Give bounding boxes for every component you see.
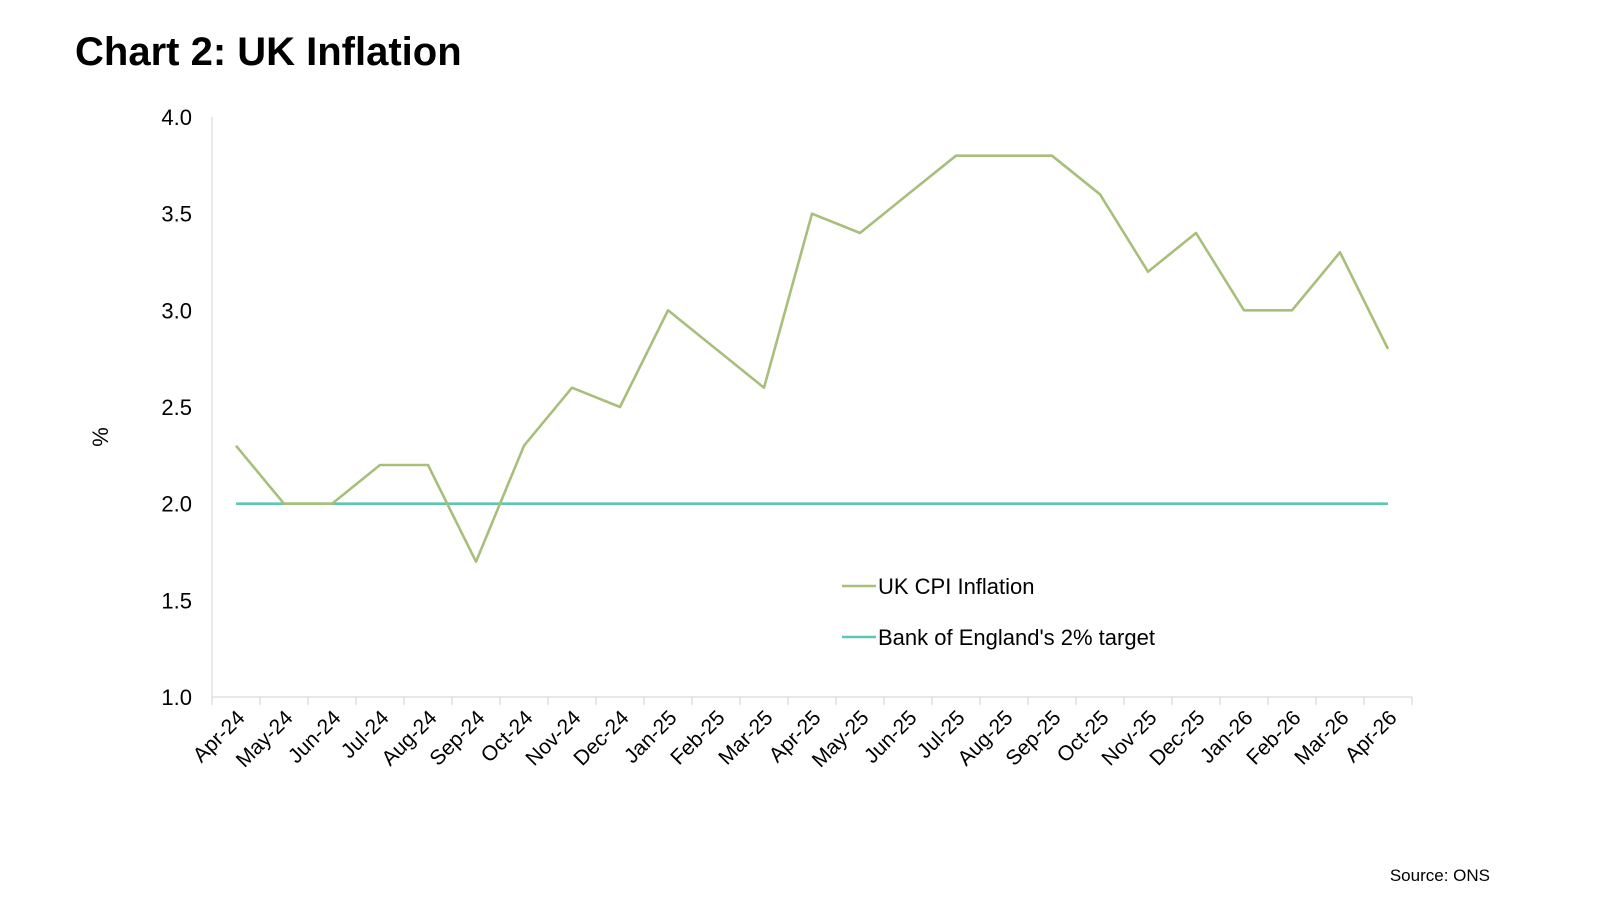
- legend-label-target: Bank of England's 2% target: [878, 625, 1155, 650]
- y-axis-label: %: [88, 427, 113, 447]
- legend-label-cpi: UK CPI Inflation: [878, 574, 1035, 599]
- y-axis-ticks: 1.0 1.5 2.0 2.5 3.0 3.5 4.0: [161, 105, 192, 710]
- chart-axes: [211, 117, 1412, 698]
- y-tick-label: 1.0: [161, 685, 192, 710]
- x-tick-label: Sep-25: [1001, 706, 1065, 770]
- x-tick-label: Mar-26: [1290, 706, 1353, 769]
- source-note: Source: ONS: [1389, 866, 1490, 885]
- y-tick-label: 3.0: [161, 298, 192, 323]
- chart-legend: UK CPI Inflation Bank of England's 2% tar…: [842, 574, 1155, 650]
- x-tick-label: Sep-24: [425, 706, 489, 770]
- y-tick-label: 2.5: [161, 395, 192, 420]
- x-tick-label: Jun-24: [284, 706, 346, 768]
- x-tick-label: Apr-26: [1341, 706, 1402, 767]
- y-tick-label: 4.0: [161, 105, 192, 130]
- y-tick-label: 2.0: [161, 492, 192, 517]
- y-tick-label: 1.5: [161, 588, 192, 613]
- x-tick-label: Jun-25: [860, 706, 922, 768]
- x-tick-label: Mar-25: [714, 706, 777, 769]
- x-tick-label: Dec-25: [1145, 706, 1209, 770]
- x-tick-label: Dec-24: [569, 706, 633, 770]
- series-lines: [234, 154, 1390, 564]
- chart-title: Chart 2: UK Inflation: [75, 30, 462, 74]
- series-line-cpi: [234, 154, 1390, 564]
- x-axis-ticks: Apr-24May-24Jun-24Jul-24Aug-24Sep-24Oct-…: [189, 697, 1413, 772]
- y-tick-label: 3.5: [161, 202, 192, 227]
